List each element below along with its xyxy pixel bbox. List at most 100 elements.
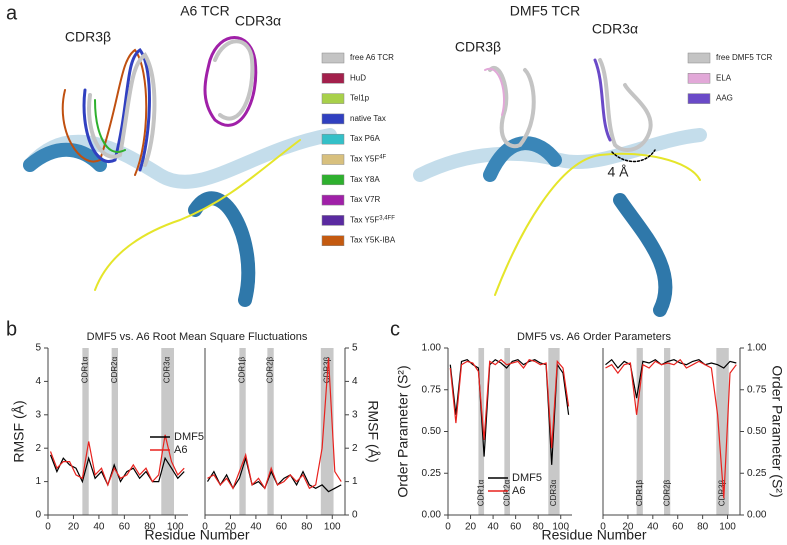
legend-label: AAG	[716, 94, 733, 103]
y-axis-label: Order Parameter (S²)	[395, 365, 411, 497]
panel-title: DMF5 TCR	[510, 3, 581, 19]
legend-label: Tax Y5F3,4FF	[350, 215, 395, 225]
legend-text: Tel1p	[350, 94, 370, 103]
panel-label: a	[6, 2, 18, 24]
legend-label: Tax V7R	[350, 195, 380, 204]
legend-label: Tax Y5F4F	[350, 154, 387, 164]
y-tick-label: 1.00	[422, 343, 442, 354]
panel-label: b	[6, 318, 17, 340]
y-tick-label: 1	[352, 476, 358, 487]
y-tick-label: 0	[35, 510, 41, 521]
legend-text: HuD	[350, 73, 366, 82]
panel-title: DMF5 vs. A6 Root Mean Square Fluctuation…	[87, 331, 308, 343]
panel-title: DMF5 vs. A6 Order Parameters	[517, 331, 672, 343]
y-tick-label: 4	[352, 376, 358, 387]
x-tick-label: 60	[672, 522, 684, 533]
y-tick-label: 1.00	[747, 343, 767, 354]
cdr-band	[478, 348, 485, 515]
cdr-band	[636, 348, 643, 515]
legend-swatch	[321, 174, 345, 186]
x-tick-label: 80	[533, 522, 545, 533]
legend-text: Tax Y5F	[350, 216, 379, 225]
cdr-band	[111, 348, 118, 515]
region-label: CDR3β	[455, 39, 501, 55]
legend-text: Tax Y5K-IBA	[350, 236, 396, 245]
cdr-band	[82, 348, 89, 515]
x-tick-label: 20	[225, 522, 237, 533]
data-line	[605, 358, 737, 499]
y-tick-label: 0.75	[422, 384, 442, 395]
x-tick-label: 80	[144, 522, 156, 533]
y-tick-label: 0.75	[747, 384, 767, 395]
legend-label: native Tax	[350, 114, 386, 123]
x-tick-label: 60	[119, 522, 131, 533]
x-tick-label: 60	[276, 522, 288, 533]
cdr-label: CDR1α	[476, 479, 485, 506]
cdr-band	[161, 348, 174, 515]
legend-label: Tax P6A	[350, 134, 380, 143]
y-tick-label: 0.00	[747, 510, 767, 521]
distance-label: 4 Å	[607, 164, 629, 180]
legend-label: free A6 TCR	[350, 53, 394, 62]
legend-label: A6	[174, 444, 187, 456]
panel-title: A6 TCR	[180, 3, 230, 19]
cdr-label: CDR1α	[81, 356, 90, 383]
legend-swatch	[321, 73, 345, 84]
legend-swatch	[321, 235, 345, 246]
legend-superscript: 4F	[379, 154, 386, 160]
legend-swatch	[321, 52, 345, 64]
legend: free A6 TCR HuD Tel1p native Tax Tax P6A Tax …	[321, 52, 396, 246]
legend-swatch	[321, 194, 345, 206]
x-axis-label: Residue Number	[541, 527, 646, 543]
legend-label: Tax Y5K-IBA	[350, 236, 396, 245]
region-label: CDR3α	[592, 21, 638, 37]
x-tick-label: 0	[202, 522, 208, 533]
y-tick-label: 1	[35, 476, 41, 487]
x-tick-label: 40	[93, 522, 105, 533]
cdr-band	[239, 348, 246, 515]
legend-swatch	[321, 113, 345, 125]
x-tick-label: 40	[250, 522, 262, 533]
legend: free DMF5 TCR ELA AAG	[687, 52, 773, 104]
legend-label: free DMF5 TCR	[716, 53, 773, 62]
x-axis-label: Residue Number	[144, 527, 249, 543]
panel-label: c	[390, 318, 400, 340]
legend-swatch	[321, 154, 345, 165]
cdr-label: CDR3α	[163, 356, 172, 383]
legend-superscript: 3,4FF	[379, 215, 395, 221]
x-tick-label: 0	[445, 522, 451, 533]
y-tick-label: 4	[35, 376, 41, 387]
y-tick-label: 2	[352, 443, 358, 454]
y-tick-label: 0	[352, 510, 358, 521]
cdr-label: CDR3α	[549, 479, 558, 506]
chart: CDR1α CDR2α CDR3α 0 20 40 60 80 100 0.00 0.25 0.50 0…	[395, 343, 572, 533]
cdr-label: CDR2β	[266, 356, 275, 383]
cdr-label: CDR2α	[110, 356, 119, 383]
legend-text: free A6 TCR	[350, 53, 394, 62]
x-tick-label: 60	[510, 522, 522, 533]
x-tick-label: 100	[552, 522, 569, 533]
legend-text: Tax P6A	[350, 134, 380, 143]
cdr-label: CDR2β	[662, 479, 671, 506]
y-tick-label: 0.25	[422, 468, 442, 479]
cdr-label: CDR2α	[502, 479, 511, 506]
legend-label: A6	[512, 485, 525, 497]
data-line	[207, 357, 342, 490]
legend-text: free DMF5 TCR	[716, 53, 773, 62]
legend-swatch	[321, 93, 345, 104]
data-line	[206, 455, 342, 493]
x-tick-label: 40	[488, 522, 500, 533]
x-tick-label: 80	[697, 522, 709, 533]
y-tick-label: 0.25	[747, 468, 767, 479]
y-tick-label: 5	[352, 343, 358, 354]
y-axis-label: RMSF (Å)	[365, 400, 381, 462]
x-tick-label: 0	[600, 522, 606, 533]
cdr-band	[504, 348, 510, 515]
cdr-label: CDR1β	[635, 479, 644, 506]
legend-swatch	[321, 133, 345, 145]
x-tick-label: 80	[301, 522, 313, 533]
legend-label: DMF5	[512, 472, 542, 484]
legend-label: ELA	[716, 73, 732, 82]
x-tick-label: 100	[324, 522, 341, 533]
legend-label: DMF5	[174, 431, 204, 443]
